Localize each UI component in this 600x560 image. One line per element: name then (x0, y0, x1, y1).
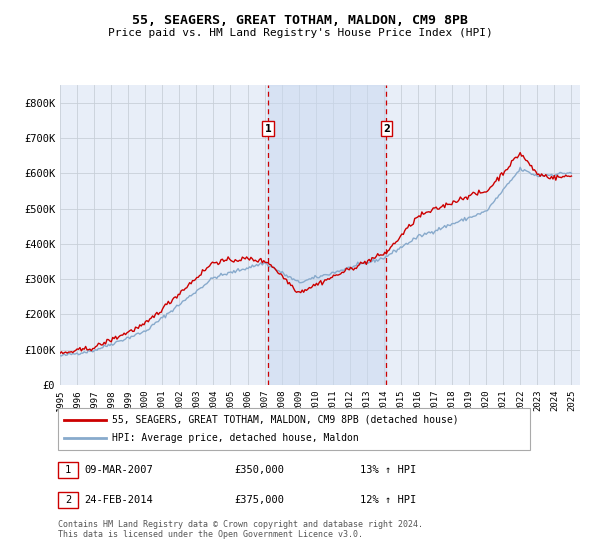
Text: £350,000: £350,000 (234, 465, 284, 475)
Text: 2: 2 (383, 124, 390, 133)
Text: 1: 1 (65, 465, 71, 475)
Text: 24-FEB-2014: 24-FEB-2014 (84, 495, 153, 505)
Text: 2: 2 (65, 495, 71, 505)
Text: £375,000: £375,000 (234, 495, 284, 505)
Text: 1: 1 (265, 124, 271, 133)
Text: 55, SEAGERS, GREAT TOTHAM, MALDON, CM9 8PB: 55, SEAGERS, GREAT TOTHAM, MALDON, CM9 8… (132, 14, 468, 27)
Text: 13% ↑ HPI: 13% ↑ HPI (360, 465, 416, 475)
Text: 12% ↑ HPI: 12% ↑ HPI (360, 495, 416, 505)
Bar (268, 85, 386, 385)
Text: Price paid vs. HM Land Registry's House Price Index (HPI): Price paid vs. HM Land Registry's House … (107, 28, 493, 38)
Text: 55, SEAGERS, GREAT TOTHAM, MALDON, CM9 8PB (detached house): 55, SEAGERS, GREAT TOTHAM, MALDON, CM9 8… (112, 415, 458, 424)
Text: HPI: Average price, detached house, Maldon: HPI: Average price, detached house, Mald… (112, 433, 359, 444)
Text: 09-MAR-2007: 09-MAR-2007 (84, 465, 153, 475)
Text: Contains HM Land Registry data © Crown copyright and database right 2024.
This d: Contains HM Land Registry data © Crown c… (58, 520, 423, 539)
